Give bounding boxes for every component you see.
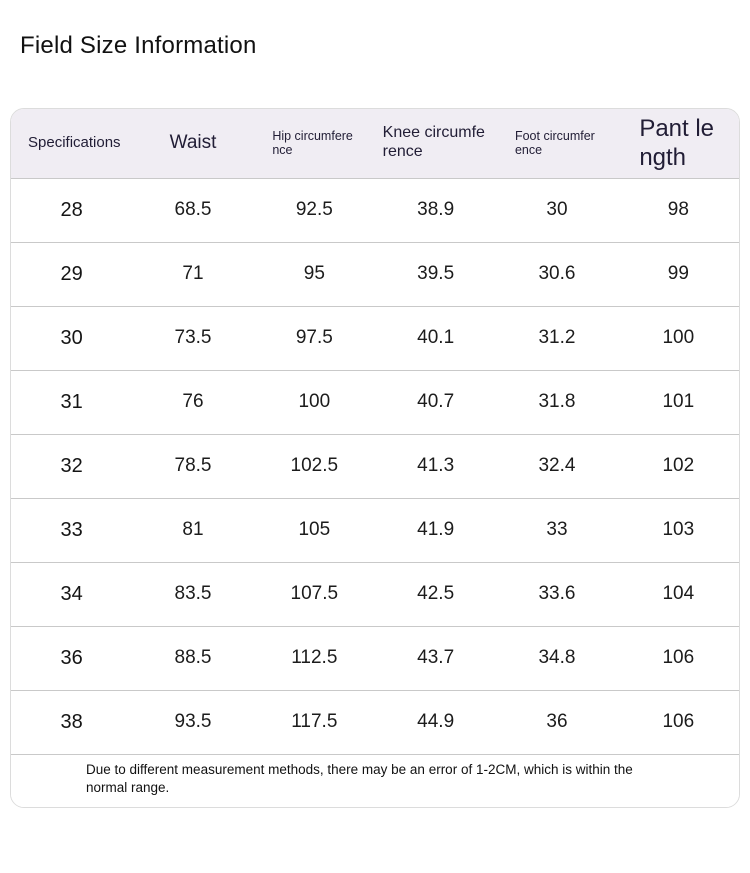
cell-pant: 104 — [617, 562, 739, 627]
table-row: 34 83.5 107.5 42.5 33.6 104 — [11, 562, 739, 627]
cell-hip: 107.5 — [253, 562, 375, 627]
cell-waist: 71 — [132, 242, 254, 307]
cell-size: 31 — [11, 370, 133, 435]
cell-hip: 97.5 — [253, 306, 375, 371]
cell-pant: 99 — [617, 242, 739, 307]
cell-pant: 106 — [617, 626, 739, 691]
cell-waist: 78.5 — [132, 434, 254, 499]
cell-size: 29 — [11, 242, 133, 307]
cell-size: 36 — [11, 626, 133, 691]
cell-waist: 93.5 — [132, 690, 254, 755]
page-title: Field Size Information — [20, 32, 257, 59]
cell-foot: 33.6 — [496, 562, 618, 627]
header-waist: Waist — [132, 108, 254, 179]
cell-hip: 102.5 — [253, 434, 375, 499]
cell-knee: 40.1 — [374, 306, 497, 371]
table-row: 36 88.5 112.5 43.7 34.8 106 — [11, 626, 739, 691]
cell-hip: 100 — [253, 370, 375, 435]
cell-foot: 31.8 — [496, 370, 618, 435]
cell-size: 34 — [11, 562, 133, 627]
table-row: 28 68.5 92.5 38.9 30 98 — [11, 178, 739, 243]
cell-size: 28 — [11, 178, 133, 243]
cell-foot: 31.2 — [496, 306, 618, 371]
measurement-note-row: Due to different measurement methods, th… — [11, 754, 739, 808]
header-foot-circumference: Foot circumference — [496, 108, 618, 179]
header-hip-circumference: Hip circumference — [253, 108, 375, 179]
table-row: 29 71 95 39.5 30.6 99 — [11, 242, 739, 307]
cell-waist: 83.5 — [132, 562, 254, 627]
cell-foot: 30 — [496, 178, 618, 243]
cell-waist: 76 — [132, 370, 254, 435]
cell-hip: 112.5 — [253, 626, 375, 691]
cell-waist: 88.5 — [132, 626, 254, 691]
size-table-body: 28 68.5 92.5 38.9 30 98 29 71 95 39.5 30… — [11, 178, 739, 808]
header-row: Specifications Waist Hip circumference K… — [11, 108, 739, 179]
table-row: 32 78.5 102.5 41.3 32.4 102 — [11, 434, 739, 499]
cell-hip: 95 — [253, 242, 375, 307]
cell-size: 30 — [11, 306, 133, 371]
size-table-header: Specifications Waist Hip circumference K… — [11, 108, 739, 179]
cell-knee: 38.9 — [374, 178, 497, 243]
table-row: 38 93.5 117.5 44.9 36 106 — [11, 690, 739, 755]
cell-knee: 44.9 — [374, 690, 497, 755]
cell-hip: 105 — [253, 498, 375, 563]
cell-knee: 39.5 — [374, 242, 497, 307]
header-specifications: Specifications — [11, 108, 133, 179]
cell-hip: 92.5 — [253, 178, 375, 243]
cell-waist: 68.5 — [132, 178, 254, 243]
table-row: 31 76 100 40.7 31.8 101 — [11, 370, 739, 435]
cell-knee: 42.5 — [374, 562, 497, 627]
cell-pant: 101 — [617, 370, 739, 435]
cell-foot: 32.4 — [496, 434, 618, 499]
cell-pant: 103 — [617, 498, 739, 563]
size-table-container: Specifications Waist Hip circumference K… — [10, 107, 740, 809]
cell-foot: 36 — [496, 690, 618, 755]
cell-knee: 43.7 — [374, 626, 497, 691]
cell-size: 33 — [11, 498, 133, 563]
cell-pant: 102 — [617, 434, 739, 499]
header-pant-length: Pant length — [617, 108, 739, 179]
cell-size: 38 — [11, 690, 133, 755]
cell-foot: 30.6 — [496, 242, 618, 307]
cell-waist: 81 — [132, 498, 254, 563]
cell-pant: 100 — [617, 306, 739, 371]
cell-knee: 41.3 — [374, 434, 497, 499]
measurement-note: Due to different measurement methods, th… — [11, 754, 739, 808]
cell-knee: 40.7 — [374, 370, 497, 435]
size-table: Specifications Waist Hip circumference K… — [11, 108, 739, 808]
cell-hip: 117.5 — [253, 690, 375, 755]
cell-knee: 41.9 — [374, 498, 497, 563]
cell-foot: 33 — [496, 498, 618, 563]
cell-size: 32 — [11, 434, 133, 499]
cell-waist: 73.5 — [132, 306, 254, 371]
cell-pant: 106 — [617, 690, 739, 755]
header-knee-circumference: Knee circumference — [374, 108, 497, 179]
cell-pant: 98 — [617, 178, 739, 243]
table-row: 30 73.5 97.5 40.1 31.2 100 — [11, 306, 739, 371]
cell-foot: 34.8 — [496, 626, 618, 691]
table-row: 33 81 105 41.9 33 103 — [11, 498, 739, 563]
